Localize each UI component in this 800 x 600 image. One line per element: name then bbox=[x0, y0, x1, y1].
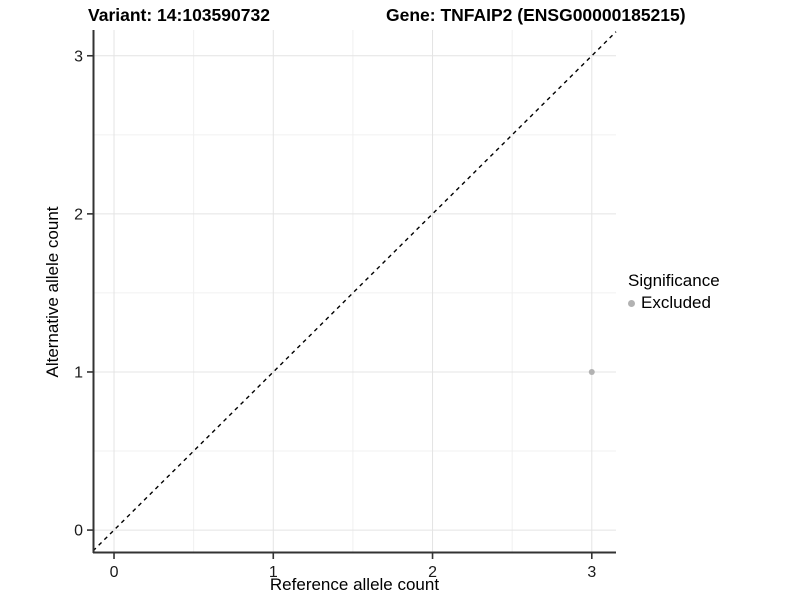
legend: Significance Excluded bbox=[628, 271, 720, 313]
legend-key-excluded-dot bbox=[628, 299, 635, 307]
x-tick-label: 2 bbox=[428, 564, 437, 581]
x-tick-label: 1 bbox=[269, 564, 278, 581]
data-point bbox=[588, 368, 595, 375]
y-tick-label: 0 bbox=[74, 523, 83, 540]
identity-line bbox=[92, 31, 617, 552]
y-tick-label: 2 bbox=[74, 206, 83, 223]
plot-panel: 0 1 2 3 0 1 2 3 bbox=[74, 30, 617, 581]
y-axis-title: Alternative allele count bbox=[43, 206, 62, 378]
y-tick-label: 1 bbox=[74, 364, 83, 381]
y-tick-label: 3 bbox=[74, 48, 83, 65]
plot-title-variant: Variant: 14:103590732 bbox=[88, 5, 270, 25]
plot-title-gene: Gene: TNFAIP2 (ENSG00000185215) bbox=[386, 5, 686, 25]
legend-item-excluded: Excluded bbox=[628, 293, 720, 313]
legend-item-label: Excluded bbox=[641, 293, 711, 312]
x-tick-label: 3 bbox=[587, 564, 596, 581]
legend-title: Significance bbox=[628, 271, 720, 290]
x-axis-title: Reference allele count bbox=[269, 575, 440, 594]
x-tick-label: 0 bbox=[110, 564, 119, 581]
